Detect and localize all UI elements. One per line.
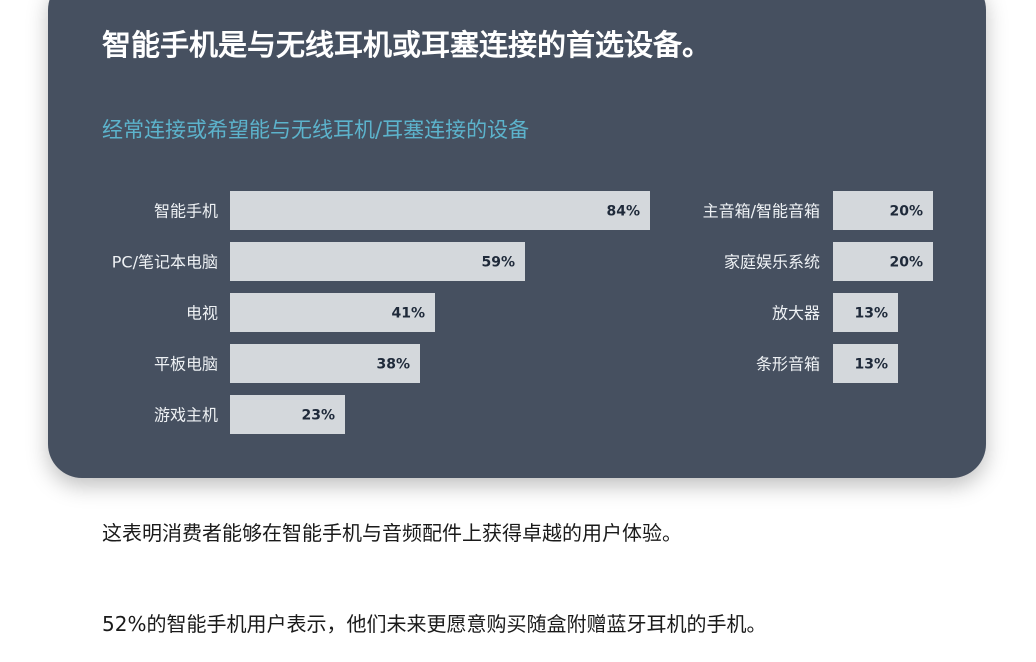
headline: 智能手机是与无线耳机或耳塞连接的首选设备。 (102, 28, 712, 62)
value-label: 13% (854, 357, 888, 373)
category-label: 条形音箱 (756, 355, 820, 374)
bar-0-4 (230, 395, 345, 434)
category-label: 家庭娱乐系统 (724, 253, 820, 272)
category-label: 电视 (186, 304, 218, 323)
value-label: 20% (889, 204, 923, 220)
bar-chart: 智能手机 84% PC/笔记本电脑 59% 电视 41% 平板电脑 38% 游戏主机 23% 主音箱… (112, 191, 933, 434)
chart-panel (48, 0, 986, 478)
value-label: 59% (481, 255, 515, 271)
value-label: 84% (606, 204, 640, 220)
bar-1-2 (833, 293, 898, 332)
value-label: 23% (301, 408, 335, 424)
category-label: 主音箱/智能音箱 (703, 202, 820, 221)
paragraph-preference: 52%的智能手机用户表示，他们未来更愿意购买随盒附赠蓝牙耳机的手机。 (102, 612, 767, 636)
bar-1-1 (833, 242, 933, 281)
bar-0-3 (230, 344, 420, 383)
value-label: 41% (391, 306, 425, 322)
value-label: 13% (854, 306, 888, 322)
bar-0-1 (230, 242, 525, 281)
category-label: PC/笔记本电脑 (112, 253, 218, 272)
bar-0-0 (230, 191, 650, 230)
category-label: 放大器 (772, 304, 820, 323)
chart-title: 经常连接或希望能与无线耳机/耳塞连接的设备 (102, 118, 530, 142)
bar-1-0 (833, 191, 933, 230)
category-label: 游戏主机 (154, 406, 218, 425)
value-label: 38% (376, 357, 410, 373)
bar-0-2 (230, 293, 435, 332)
bar-1-3 (833, 344, 898, 383)
category-label: 智能手机 (154, 202, 218, 221)
paragraph-experience: 这表明消费者能够在智能手机与音频配件上获得卓越的用户体验。 (102, 521, 682, 545)
category-label: 平板电脑 (154, 355, 218, 374)
value-label: 20% (889, 255, 923, 271)
